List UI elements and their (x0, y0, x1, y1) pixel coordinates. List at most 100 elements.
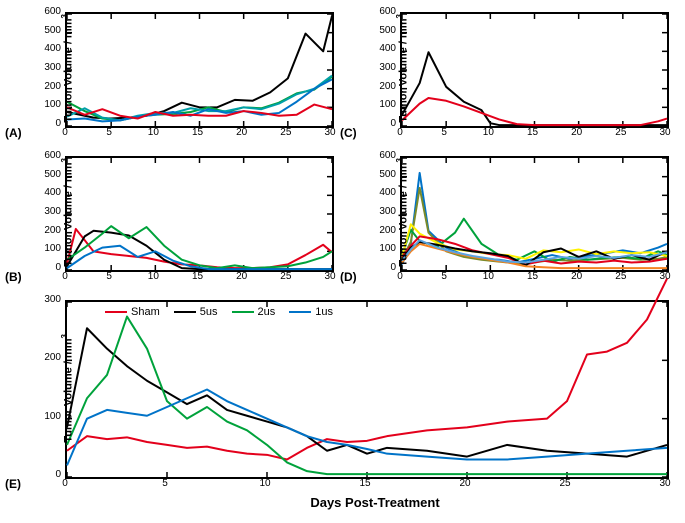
y-axis-label: Tumor Volume / mm3 (395, 14, 410, 123)
legend-line-icon (105, 311, 127, 313)
xtick-label: 30 (657, 478, 673, 489)
panel-D-plot (400, 156, 669, 272)
xtick-label: 10 (145, 271, 161, 282)
xtick-label: 15 (190, 271, 206, 282)
xtick-label: 5 (157, 478, 173, 489)
xtick-label: 10 (257, 478, 273, 489)
xtick-label: 0 (392, 127, 408, 138)
legend-item: 5us (174, 306, 218, 318)
panel-letter-A: (A) (5, 126, 22, 140)
xtick-label: 10 (145, 127, 161, 138)
x-axis-label: Days Post-Treatment (295, 495, 455, 510)
xtick-label: 15 (525, 271, 541, 282)
ytick-label: 200 (368, 81, 396, 92)
ytick-label: 300 (33, 294, 61, 305)
xtick-label: 0 (57, 127, 73, 138)
y-axis-label: Tumor Volume / mm3 (395, 158, 410, 267)
ytick-label: 200 (33, 225, 61, 236)
panel-A-svg (67, 14, 332, 126)
ytick-label: 500 (33, 169, 61, 180)
xtick-label: 0 (57, 478, 73, 489)
ytick-label: 600 (368, 150, 396, 161)
xtick-label: 5 (101, 271, 117, 282)
ytick-label: 100 (368, 243, 396, 254)
legend-line-icon (174, 311, 196, 313)
xtick-label: 30 (657, 271, 673, 282)
xtick-label: 0 (392, 271, 408, 282)
ytick-label: 400 (33, 187, 61, 198)
legend: Sham 5us 2us 1us (105, 306, 333, 318)
legend-item: Sham (105, 306, 160, 318)
xtick-label: 25 (557, 478, 573, 489)
panel-letter-D: (D) (340, 270, 357, 284)
xtick-label: 15 (190, 127, 206, 138)
xtick-label: 25 (613, 271, 629, 282)
legend-line-icon (289, 311, 311, 313)
ytick-label: 200 (33, 352, 61, 363)
legend-item: 2us (232, 306, 276, 318)
series-line (67, 317, 667, 474)
xtick-label: 30 (657, 127, 673, 138)
panel-B-svg (67, 158, 332, 270)
legend-label: 1us (315, 306, 333, 318)
series-line (67, 231, 332, 269)
series-line (402, 224, 667, 259)
panel-C-plot (400, 12, 669, 128)
xtick-label: 10 (480, 271, 496, 282)
legend-label: 2us (258, 306, 276, 318)
panel-D-svg (402, 158, 667, 270)
y-axis-label: Tumor Volume / mm3 (60, 14, 75, 123)
panel-E-svg (67, 302, 667, 477)
legend-label: Sham (131, 306, 160, 318)
series-line (67, 328, 667, 456)
panel-C-svg (402, 14, 667, 126)
ytick-label: 200 (368, 225, 396, 236)
panel-letter-B: (B) (5, 270, 22, 284)
y-axis-label: Tumor Volume / mm3 (60, 334, 75, 443)
xtick-label: 25 (613, 127, 629, 138)
ytick-label: 300 (368, 62, 396, 73)
ytick-label: 600 (33, 150, 61, 161)
xtick-label: 25 (278, 271, 294, 282)
xtick-label: 20 (234, 271, 250, 282)
ytick-label: 500 (368, 169, 396, 180)
legend-label: 5us (200, 306, 218, 318)
panel-A-plot (65, 12, 334, 128)
ytick-label: 400 (33, 43, 61, 54)
xtick-label: 5 (101, 127, 117, 138)
ytick-label: 300 (33, 206, 61, 217)
xtick-label: 10 (480, 127, 496, 138)
xtick-label: 20 (234, 127, 250, 138)
xtick-label: 20 (569, 271, 585, 282)
ytick-label: 400 (368, 43, 396, 54)
xtick-label: 20 (457, 478, 473, 489)
xtick-label: 20 (569, 127, 585, 138)
xtick-label: 30 (322, 127, 338, 138)
ytick-label: 200 (33, 81, 61, 92)
series-line (67, 229, 332, 268)
ytick-label: 300 (33, 62, 61, 73)
xtick-label: 5 (436, 271, 452, 282)
xtick-label: 25 (278, 127, 294, 138)
ytick-label: 100 (368, 99, 396, 110)
legend-line-icon (232, 311, 254, 313)
panel-E-plot (65, 300, 669, 479)
legend-item: 1us (289, 306, 333, 318)
xtick-label: 5 (436, 127, 452, 138)
xtick-label: 15 (525, 127, 541, 138)
panel-letter-C: (C) (340, 126, 357, 140)
ytick-label: 100 (33, 99, 61, 110)
figure-root: 0100200300400500600051015202530Tumor Vol… (0, 0, 685, 523)
panel-letter-E: (E) (5, 477, 21, 491)
ytick-label: 400 (368, 187, 396, 198)
ytick-label: 100 (33, 411, 61, 422)
ytick-label: 500 (368, 25, 396, 36)
xtick-label: 30 (322, 271, 338, 282)
ytick-label: 600 (368, 6, 396, 17)
series-line (67, 16, 332, 119)
y-axis-label: Tumor Volume / mm3 (60, 158, 75, 267)
ytick-label: 100 (33, 243, 61, 254)
series-line (402, 52, 667, 125)
panel-B-plot (65, 156, 334, 272)
series-line (67, 77, 332, 121)
